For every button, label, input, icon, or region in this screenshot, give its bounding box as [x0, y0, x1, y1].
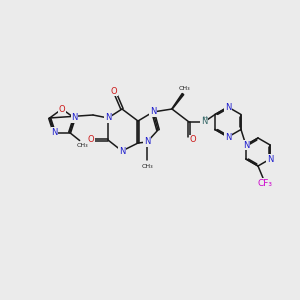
Text: N: N — [119, 146, 125, 155]
Text: CF₃: CF₃ — [257, 178, 272, 188]
Text: O: O — [111, 86, 117, 95]
Text: N: N — [225, 133, 231, 142]
Text: N: N — [225, 103, 231, 112]
Text: N: N — [201, 118, 207, 127]
Text: CH₃: CH₃ — [141, 164, 153, 169]
Text: N: N — [267, 154, 273, 164]
Text: CH₃: CH₃ — [178, 85, 190, 91]
Text: N: N — [51, 128, 58, 137]
Text: CH₃: CH₃ — [77, 143, 88, 148]
Text: N: N — [243, 140, 249, 149]
Text: N: N — [144, 137, 150, 146]
Text: O: O — [88, 136, 94, 145]
Text: N: N — [71, 113, 78, 122]
Text: H: H — [202, 116, 207, 121]
Text: O: O — [190, 136, 196, 145]
Polygon shape — [172, 93, 184, 109]
Text: N: N — [150, 107, 156, 116]
Text: N: N — [105, 113, 111, 122]
Text: O: O — [59, 104, 65, 113]
